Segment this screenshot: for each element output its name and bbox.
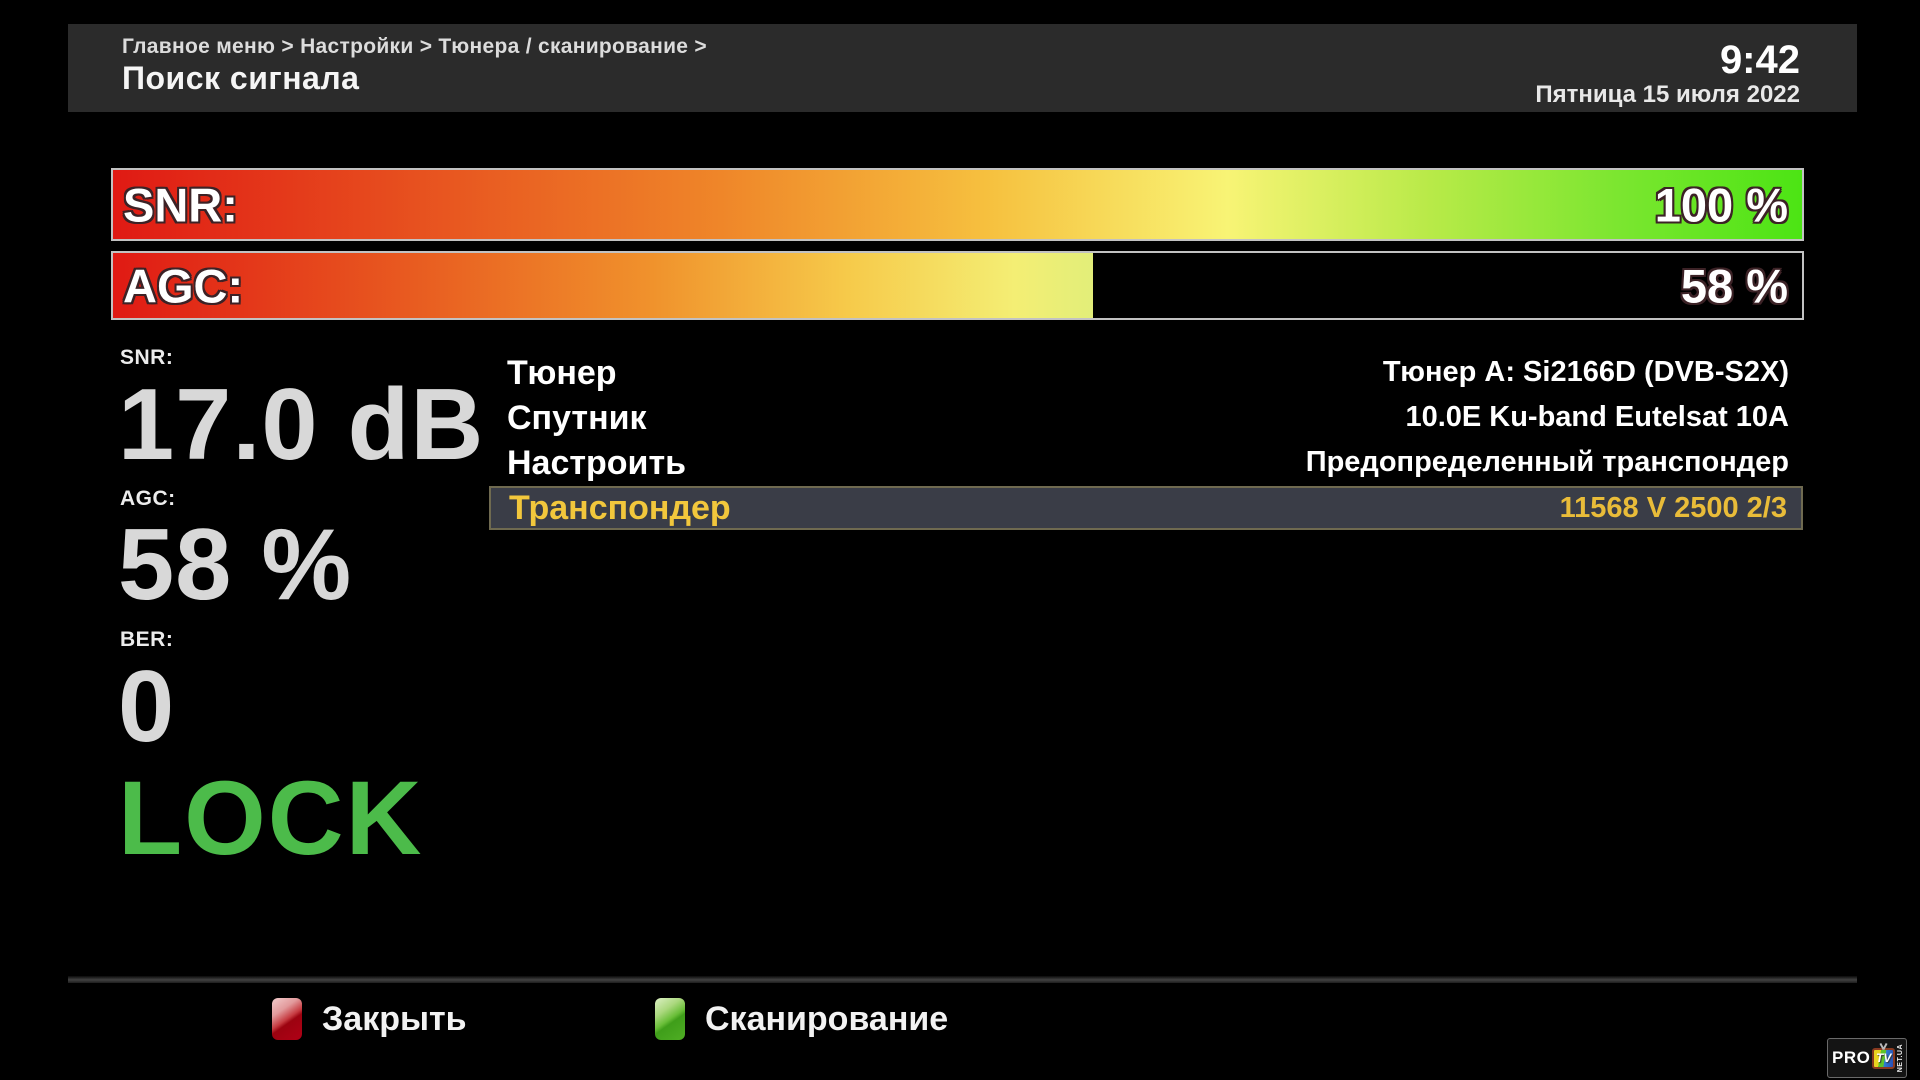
logo-pro-text: PRO <box>1832 1048 1871 1067</box>
settings-row-tuner[interactable]: Тюнер Тюнер A: Si2166D (DVB-S2X) <box>489 350 1803 395</box>
breadcrumb: Главное меню > Настройки > Тюнера / скан… <box>122 35 707 58</box>
agc-bar-label: AGC: <box>123 259 244 312</box>
agc-bar-fill <box>113 253 1093 318</box>
clock-date: Пятница 15 июля 2022 <box>1535 81 1800 108</box>
settings-row-transponder[interactable]: Транспондер 11568 V 2500 2/3 <box>489 486 1803 530</box>
snr-bar-value: 100 % <box>1654 178 1788 231</box>
settings-row-label: Транспондер <box>509 489 731 527</box>
close-button-label: Закрыть <box>322 1000 467 1038</box>
logo-net-text: NET.UA <box>1897 1043 1904 1073</box>
footer-divider <box>68 976 1857 983</box>
snr-bar-label: SNR: <box>123 178 238 231</box>
settings-row-tune-mode[interactable]: Настроить Предопределенный транспондер <box>489 440 1803 485</box>
settings-row-label: Тюнер <box>507 353 617 392</box>
close-button[interactable]: Закрыть <box>272 998 467 1040</box>
header-bar: Главное меню > Настройки > Тюнера / скан… <box>68 24 1857 112</box>
settings-row-value: 11568 V 2500 2/3 <box>1559 491 1787 524</box>
lock-status: LOCK <box>118 760 424 877</box>
settings-row-label: Настроить <box>507 443 687 482</box>
settings-row-satellite[interactable]: Спутник 10.0E Ku-band Eutelsat 10A <box>489 395 1803 440</box>
agc-progress-bar: AGC: 58 % <box>111 251 1804 320</box>
settings-row-value: 10.0E Ku-band Eutelsat 10A <box>1405 401 1789 433</box>
snr-metric-label: SNR: <box>120 346 174 369</box>
agc-metric-label: AGC: <box>120 487 176 510</box>
agc-metric-value: 58 % <box>118 509 353 621</box>
green-key-icon <box>655 998 685 1040</box>
settings-row-label: Спутник <box>507 398 647 437</box>
snr-metric-value: 17.0 dB <box>118 369 485 481</box>
tv-icon: TV <box>1872 1047 1895 1069</box>
tv-icon-label: TV <box>1876 1051 1892 1065</box>
page-title: Поиск сигнала <box>122 60 360 96</box>
scan-button-label: Сканирование <box>705 1000 949 1038</box>
red-key-icon <box>272 998 302 1040</box>
clock: 9:42 Пятница 15 июля 2022 <box>1535 40 1800 107</box>
snr-bar-fill <box>113 170 1802 239</box>
settings-row-value: Тюнер A: Si2166D (DVB-S2X) <box>1382 356 1789 388</box>
ber-metric-value: 0 <box>118 651 176 763</box>
scan-button[interactable]: Сканирование <box>655 998 948 1040</box>
settings-row-value: Предопределенный транспондер <box>1305 446 1789 478</box>
protv-logo: PRO TV NET.UA <box>1827 1038 1907 1078</box>
ber-metric-label: BER: <box>120 628 174 651</box>
clock-time: 9:42 <box>1719 38 1800 82</box>
snr-progress-bar: SNR: 100 % <box>111 168 1804 241</box>
agc-bar-value: 58 % <box>1680 259 1788 312</box>
